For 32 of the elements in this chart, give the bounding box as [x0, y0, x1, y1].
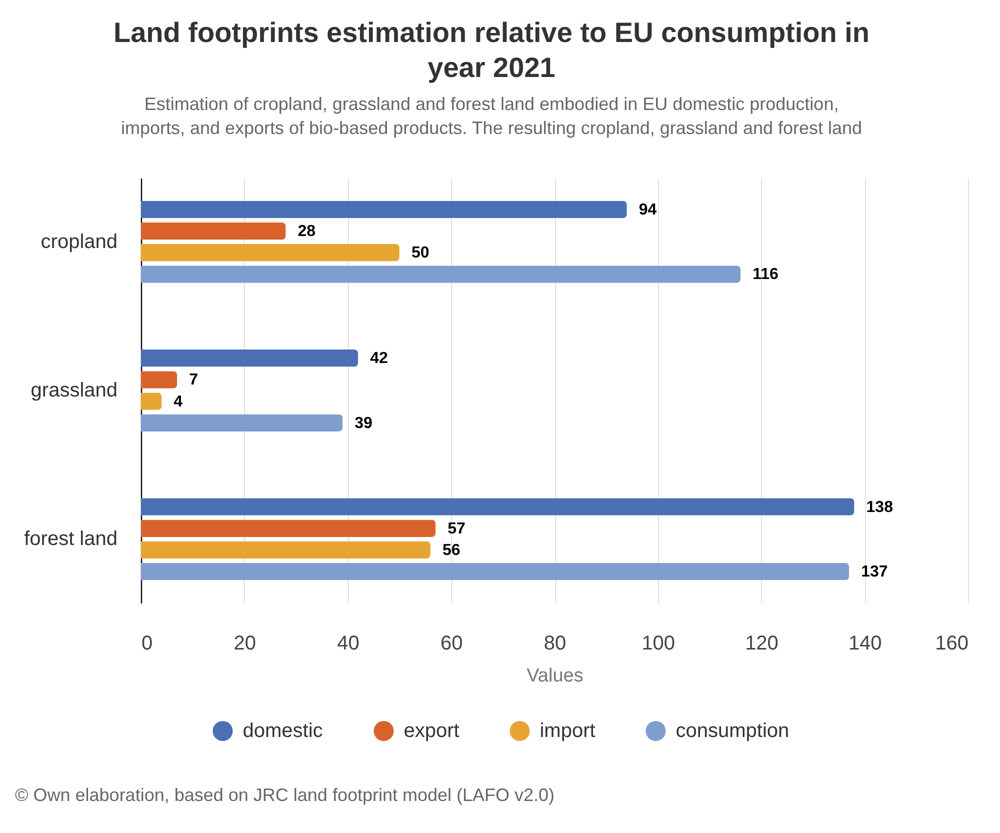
data-label: 138 [866, 498, 894, 516]
y-tick-label: forest land [24, 528, 118, 550]
x-tick-label: 0 [142, 632, 153, 654]
y-tick-label: grassland [30, 380, 118, 402]
x-tick-label: 20 [234, 632, 256, 654]
x-tick-label: 120 [745, 632, 778, 654]
x-tick-label: 160 [935, 632, 968, 654]
data-label: 56 [442, 542, 460, 559]
data-label: 39 [354, 414, 372, 432]
legend-label: consumption [676, 720, 790, 742]
x-axis-title: Values [526, 666, 584, 686]
y-tick-label: cropland [40, 230, 118, 253]
x-tick-label: 60 [440, 632, 463, 654]
data-label: 137 [861, 563, 888, 580]
data-label: 42 [370, 350, 388, 368]
legend-label: import [540, 720, 596, 742]
data-label: 57 [448, 520, 466, 538]
text: © Own elaboration, based on JRC land footprint model (LAFO v2.0) [15, 785, 555, 805]
legend-label: domestic [242, 720, 323, 742]
x-tick-label: 80 [544, 632, 566, 654]
data-label: 50 [411, 244, 430, 262]
data-label: 116 [752, 266, 778, 284]
x-tick-label: 140 [848, 632, 882, 654]
data-label: 4 [174, 393, 183, 410]
data-label: 7 [189, 372, 198, 389]
data-label: 94 [638, 202, 657, 219]
chart-title: Land footprints estimation relative to EU consumption in year 2021 [113, 17, 870, 83]
x-tick-label: 40 [337, 632, 360, 654]
legend-label: export [404, 720, 460, 742]
data-label: 28 [298, 223, 316, 240]
x-tick-label: 100 [642, 632, 676, 654]
chart-subtitle: Estimation of cropland, grassland and forest land embodied in EU domestic production, imports, and exports of bio-based products. The resulting cropland, grassland and forest land [120, 94, 862, 138]
